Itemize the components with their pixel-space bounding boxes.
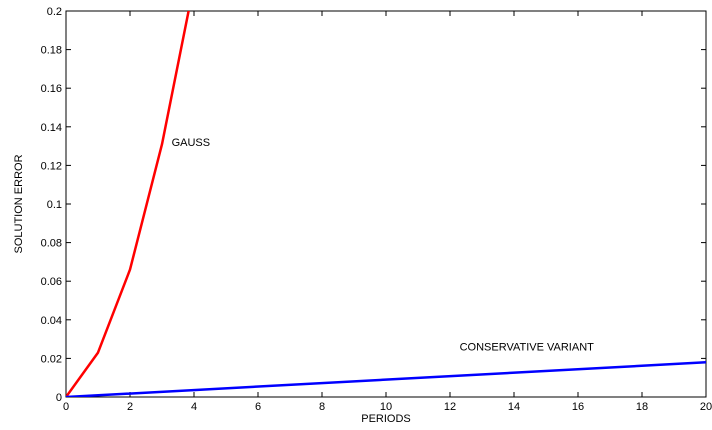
y-tick-label: 0.06 — [41, 276, 62, 288]
y-tick-label: 0.1 — [47, 199, 62, 211]
series-lines — [66, 11, 706, 397]
y-tick-label: 0.02 — [41, 353, 62, 365]
x-tick-label: 12 — [444, 401, 456, 413]
y-tick-label: 0.12 — [41, 160, 62, 172]
series-labels: GAUSS CONSERVATIVE VARIANT — [172, 137, 595, 354]
y-tick-label: 0.18 — [41, 45, 62, 57]
x-tick-label: 20 — [700, 401, 712, 413]
x-tick-label: 8 — [319, 401, 325, 413]
series-label-conservative-variant: CONSERVATIVE VARIANT — [460, 342, 595, 354]
x-tick-label: 2 — [127, 401, 133, 413]
x-axis: 0 2 4 6 8 10 12 14 16 18 20 — [63, 11, 712, 413]
x-tick-label: 6 — [255, 401, 261, 413]
x-tick-label: 4 — [191, 401, 197, 413]
y-tick-label: 0.08 — [41, 238, 62, 250]
series-line-conservative-variant — [66, 361, 706, 397]
y-axis-label: SOLUTION ERROR — [13, 154, 25, 253]
series-line-gauss — [66, 11, 190, 397]
y-tick-label: 0.2 — [47, 6, 62, 18]
x-tick-label: 10 — [380, 401, 392, 413]
y-tick-label: 0.16 — [41, 83, 62, 95]
x-tick-label: 0 — [63, 401, 69, 413]
series-label-gauss: GAUSS — [172, 137, 211, 149]
y-tick-label: 0 — [56, 392, 62, 404]
x-axis-label: PERIODS — [361, 413, 411, 425]
y-axis: 0 0.02 0.04 0.06 0.08 0.1 0.12 0.14 0.16 0.18 0.2 — [41, 6, 706, 404]
y-tick-label: 0.04 — [41, 315, 62, 327]
x-tick-label: 14 — [508, 401, 520, 413]
x-tick-label: 16 — [572, 401, 584, 413]
x-tick-label: 18 — [636, 401, 648, 413]
plot-area — [65, 10, 707, 398]
y-tick-label: 0.14 — [41, 122, 62, 134]
